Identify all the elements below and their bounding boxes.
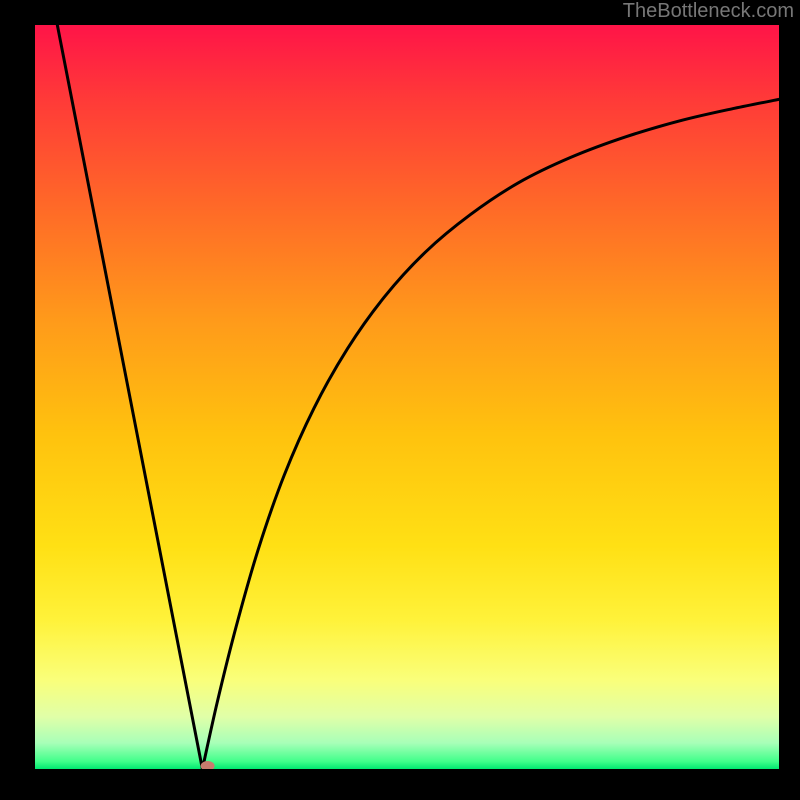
gradient-background — [35, 25, 779, 769]
chart-container: TheBottleneck.com — [0, 0, 800, 800]
watermark-text: TheBottleneck.com — [623, 0, 794, 23]
plot-area — [35, 25, 779, 769]
plot-svg — [35, 25, 779, 769]
